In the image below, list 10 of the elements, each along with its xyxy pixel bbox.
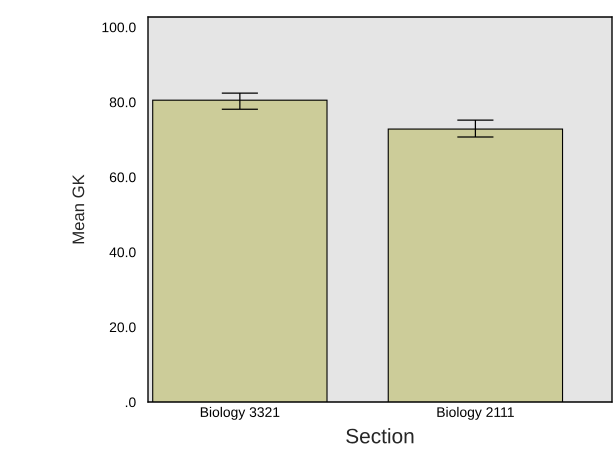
y-tick-label: 80.0 — [110, 97, 136, 108]
y-tick-label: 60.0 — [110, 172, 136, 182]
y-axis-title: Mean GK — [72, 174, 84, 244]
x-tick-label: Biology 3321 — [200, 406, 280, 420]
x-tick-label: Biology 2111 — [437, 406, 514, 420]
y-tick-label: 40.0 — [109, 247, 136, 258]
y-tick-label: 100.0 — [102, 22, 136, 32]
x-axis-title: Section — [346, 428, 414, 444]
y-tick-label: .0 — [126, 397, 136, 408]
y-tick-label: 20.0 — [110, 322, 136, 332]
